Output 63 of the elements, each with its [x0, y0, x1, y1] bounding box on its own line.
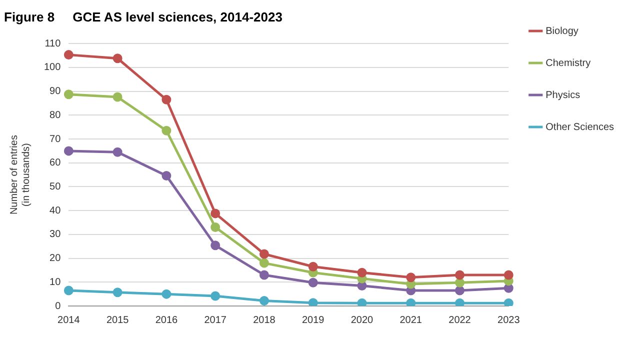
- point: [308, 298, 318, 306]
- point: [406, 272, 416, 282]
- y-tick-label: 70: [50, 134, 62, 145]
- y-tick-label: 40: [50, 205, 62, 216]
- point: [162, 171, 172, 181]
- point: [64, 146, 74, 156]
- x-tick-label: 2018: [253, 314, 276, 326]
- y-axis-title: Number of entries (in thousands): [8, 135, 32, 215]
- x-tick-label: 2016: [155, 314, 178, 326]
- x-tick-label: 2015: [106, 314, 130, 326]
- x-tick-label: 2022: [448, 314, 472, 326]
- x-tick-label: 2014: [58, 314, 80, 326]
- y-tick-label: 100: [44, 62, 62, 74]
- point: [64, 50, 74, 60]
- point: [64, 286, 74, 296]
- legend-label: Chemistry: [546, 58, 591, 69]
- y-tick-label: 30: [50, 229, 62, 240]
- point: [406, 298, 416, 306]
- point: [210, 222, 220, 232]
- y-tick-label: 50: [50, 181, 62, 192]
- point: [162, 289, 172, 299]
- x-tick-label: 2017: [204, 314, 227, 326]
- point: [504, 283, 514, 293]
- legend-label: Other Sciences: [546, 122, 614, 133]
- point: [112, 288, 122, 298]
- point: [308, 278, 318, 288]
- point: [259, 296, 269, 306]
- point: [357, 268, 367, 278]
- x-tick-label: 2023: [498, 314, 520, 326]
- point: [112, 92, 122, 102]
- point: [308, 262, 318, 272]
- point: [210, 208, 220, 218]
- y-tick-label: 80: [50, 110, 62, 121]
- point: [357, 280, 367, 290]
- point: [162, 126, 172, 136]
- point: [112, 54, 122, 64]
- point: [357, 298, 367, 306]
- legend-label: Physics: [546, 90, 580, 101]
- point: [210, 291, 220, 301]
- y-tick-label: 0: [55, 300, 62, 312]
- y-tick-label: 60: [50, 158, 62, 169]
- point: [259, 258, 269, 268]
- y-tick-label: 90: [50, 86, 62, 98]
- y-tick-label: 10: [50, 276, 62, 288]
- point: [455, 286, 465, 296]
- point: [455, 278, 465, 288]
- point: [210, 240, 220, 250]
- y-tick-label: 110: [44, 38, 62, 50]
- point: [64, 90, 74, 100]
- point: [112, 147, 122, 157]
- point: [162, 94, 172, 104]
- x-tick-label: 2021: [400, 314, 422, 326]
- point: [504, 298, 514, 306]
- chart-title: Figure 8 GCE AS level sciences, 2014-2023: [4, 9, 282, 24]
- point: [504, 270, 514, 280]
- point: [455, 298, 465, 306]
- x-tick-label: 2019: [302, 314, 325, 326]
- legend-label: Biology: [546, 26, 578, 37]
- point: [259, 249, 269, 259]
- point: [259, 270, 269, 280]
- x-tick-label: 2020: [350, 314, 374, 326]
- y-tick-label: 20: [50, 253, 62, 264]
- point: [455, 270, 465, 280]
